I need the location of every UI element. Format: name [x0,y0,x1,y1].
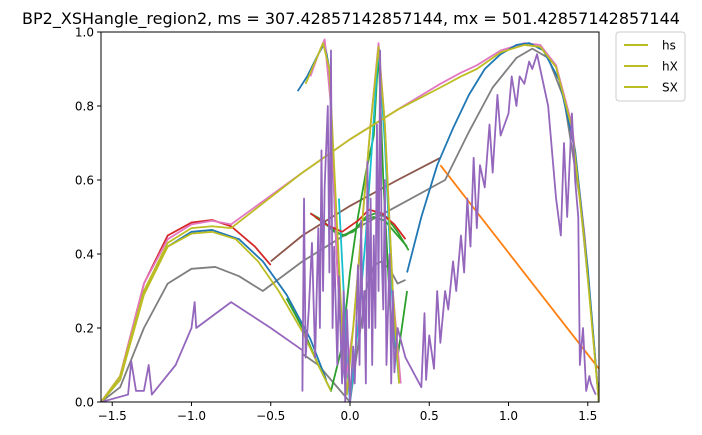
x-tick-label: 1.0 [499,409,518,423]
series-line-16 [304,42,401,396]
series-line-18 [101,49,597,402]
y-tick-label: 0.2 [75,322,94,336]
y-tick-label: 0.0 [75,396,94,410]
series-layer [101,38,599,402]
x-tick-label: −1.0 [177,409,206,423]
y-tick-label: 0.4 [75,248,94,262]
legend-label: hX [662,60,678,74]
x-tick-label: −1.5 [98,409,127,423]
y-tick-label: 1.0 [75,26,94,40]
y-tick-label: 0.8 [75,100,94,114]
series-line-15 [101,44,599,402]
series-line-1 [270,157,441,263]
x-tick-label: 1.5 [578,409,597,423]
x-tick-label: 0.5 [420,409,439,423]
y-axis: 0.0 0.2 0.4 0.6 0.8 1.0 [75,26,101,410]
x-tick-label: −0.5 [256,409,285,423]
legend-label: hs [662,39,676,53]
chart-title: BP2_XSHangle_region2, ms = 307.428571428… [22,9,680,29]
series-line-2 [101,47,599,402]
legend: hs hX SX [615,31,686,102]
legend-frame [615,31,686,102]
legend-label: SX [662,81,678,95]
y-tick-label: 0.6 [75,174,94,188]
x-tick-label: 0.0 [340,409,359,423]
x-axis: −1.5 −1.0 −0.5 0.0 0.5 1.0 1.5 [98,402,597,423]
